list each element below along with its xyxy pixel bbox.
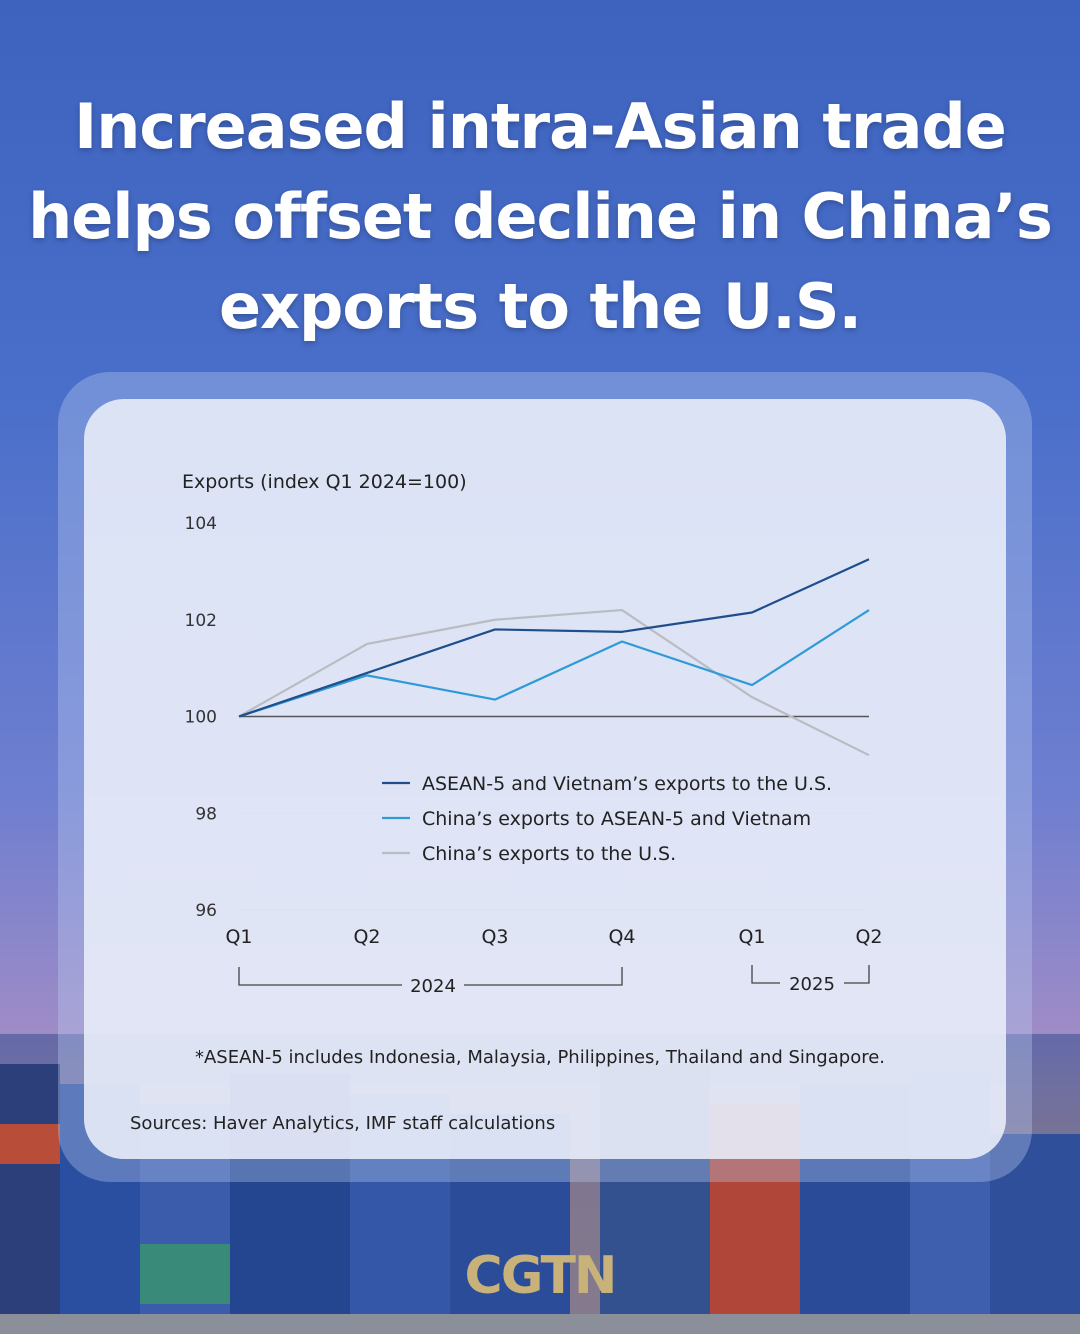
headline-line-1: Increased intra-Asian trade bbox=[74, 90, 1007, 163]
x-tick-label: Q3 bbox=[481, 926, 508, 948]
cgtn-logo: CGTN bbox=[464, 1246, 618, 1306]
year-bracket bbox=[238, 967, 623, 986]
year-bracket bbox=[751, 965, 870, 984]
series-line bbox=[238, 609, 870, 718]
sources-note: Sources: Haver Analytics, IMF staff calc… bbox=[130, 1113, 556, 1134]
y-axis-label: Exports (index Q1 2024=100) bbox=[182, 471, 467, 493]
series-line bbox=[238, 608, 870, 757]
year-label: 2024 bbox=[410, 976, 456, 997]
legend-label: China’s exports to the U.S. bbox=[422, 843, 676, 865]
headline: Increased intra-Asian trade helps offset… bbox=[0, 82, 1080, 352]
x-tick-label: Q2 bbox=[855, 926, 882, 948]
y-tick-label: 96 bbox=[195, 901, 217, 921]
chart-card bbox=[84, 399, 1006, 1159]
y-tick-label: 98 bbox=[195, 804, 217, 824]
legend-label: ASEAN-5 and Vietnam’s exports to the U.S… bbox=[422, 773, 832, 795]
y-tick-label: 100 bbox=[185, 708, 217, 728]
footnote: *ASEAN-5 includes Indonesia, Malaysia, P… bbox=[194, 1047, 886, 1068]
headline-line-3: exports to the U.S. bbox=[218, 270, 862, 343]
y-tick-label: 102 bbox=[185, 611, 217, 631]
x-tick-label: Q1 bbox=[738, 926, 765, 948]
x-tick-label: Q2 bbox=[353, 926, 380, 948]
x-tick-label: Q1 bbox=[225, 926, 252, 948]
y-tick-label: 104 bbox=[185, 514, 217, 534]
x-tick-label: Q4 bbox=[608, 926, 635, 948]
legend-label: China’s exports to ASEAN-5 and Vietnam bbox=[422, 808, 811, 830]
headline-line-2: helps offset decline in China’s bbox=[28, 180, 1053, 253]
year-label: 2025 bbox=[789, 974, 835, 995]
series-line bbox=[238, 558, 870, 718]
